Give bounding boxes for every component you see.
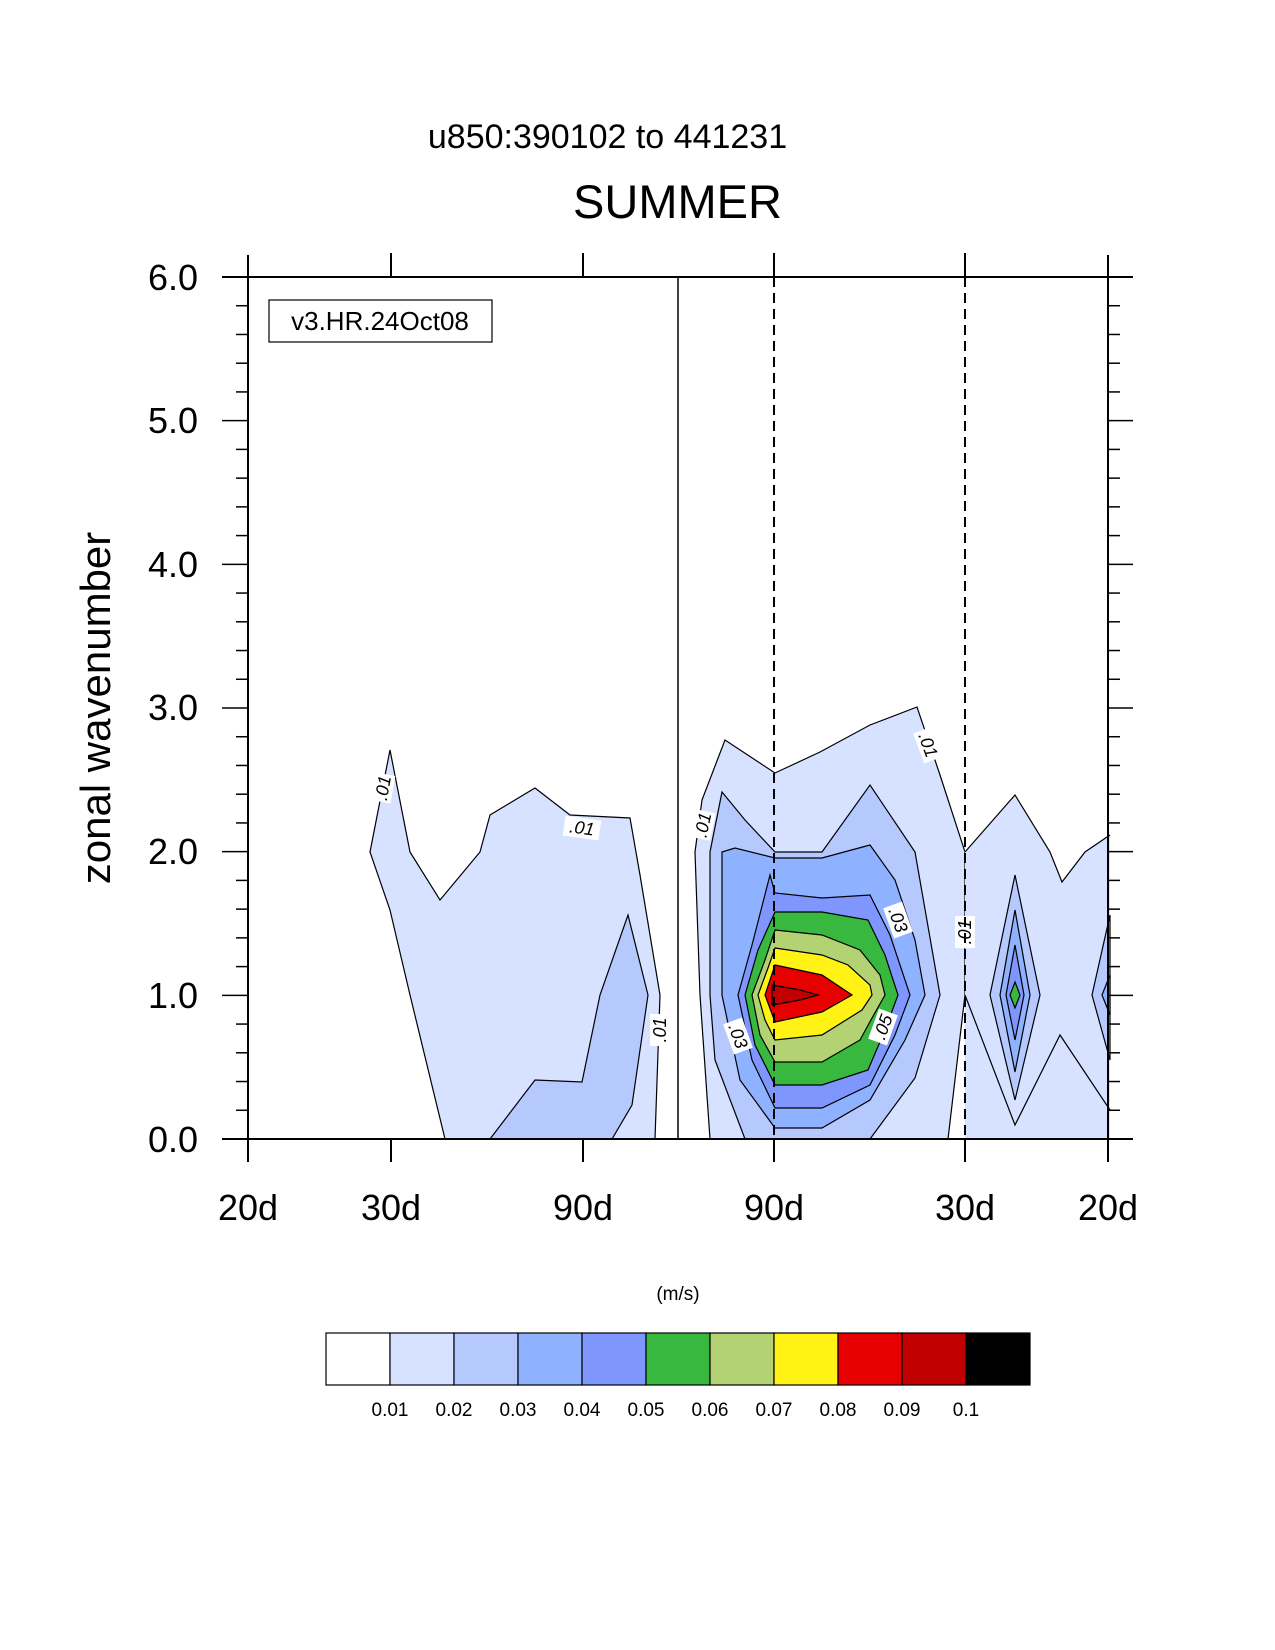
colorbar-swatch [389,1332,455,1386]
y-tick-label: 6.0 [148,257,198,298]
contour-line-right-low [964,994,1111,1127]
colorbar-swatch [837,1332,903,1386]
filled-contours [369,706,1111,1140]
colorbar-label: 0.05 [628,1400,665,1421]
colorbar-label: 0.08 [820,1400,857,1421]
colorbar-label: 0.04 [564,1400,601,1421]
y-tick-label: 0.0 [148,1119,198,1160]
x-tick-label: 20d [1078,1187,1138,1228]
x-tick-label: 90d [553,1187,613,1228]
chart-subtitle: u850:390102 to 441231 [427,118,788,156]
colorbar-swatch [517,1332,583,1386]
contour-fill-level-2-left [488,912,649,1140]
contour-fill-level-9-center [771,984,821,1006]
colorbar-label: 0.09 [884,1400,921,1421]
colorbar [325,1332,1031,1386]
y-tick-label: 4.0 [148,544,198,585]
colorbar-label: 0.01 [372,1400,409,1421]
legend-box-text: v3.HR.24Oct08 [291,306,469,336]
colorbar-swatch [965,1332,1031,1386]
contour-label: .01 [562,815,602,841]
colorbar-swatch [325,1332,391,1386]
x-tick-labels: 20d 30d 90d 90d 30d 20d [218,1187,1138,1228]
colorbar-label: 0.06 [692,1400,729,1421]
contour-fill-level-1-right [965,795,1110,1139]
colorbar-swatch [709,1332,775,1386]
contour-fill-level-5-right [1009,980,1021,1010]
x-tick-label: 30d [361,1187,421,1228]
x-tick-label: 90d [744,1187,804,1228]
contour-label: .01 [955,916,975,948]
contour-label-text: .01 [955,919,975,944]
colorbar-swatch [581,1332,647,1386]
y-tick-label: 5.0 [148,400,198,441]
colorbar-swatch [901,1332,967,1386]
colorbar-swatch [645,1332,711,1386]
y-axis-label: zonal wavenumber [72,532,119,885]
colorbar-label: 0.07 [756,1400,793,1421]
y-tick-label: 2.0 [148,831,198,872]
contour-label-text: .01 [650,1017,670,1042]
colorbar-swatch [773,1332,839,1386]
contour-fill-level-1-left [369,749,661,1140]
contour-label: .01 [370,772,396,804]
y-tick-marks [222,276,1133,1140]
contour-label-text: .01 [568,816,596,839]
colorbar-labels: 0.01 0.02 0.03 0.04 0.05 0.06 0.07 0.08 0.09 0.1 [372,1400,980,1421]
colorbar-label: 0.03 [500,1400,537,1421]
contour-label-text: .01 [371,774,395,802]
chart-title: SUMMER [573,175,782,228]
y-tick-label: 1.0 [148,975,198,1016]
colorbar-swatch [453,1332,519,1386]
x-tick-marks [390,253,966,1162]
y-tick-label: 3.0 [148,687,198,728]
colorbar-label: 0.02 [436,1400,473,1421]
legend-box-frame [268,299,493,343]
x-tick-label: 30d [935,1187,995,1228]
colorbar-label: 0.1 [953,1400,979,1421]
y-tick-labels: 0.0 1.0 2.0 3.0 4.0 5.0 6.0 [148,257,198,1160]
units-label: (m/s) [656,1284,699,1305]
contour-label: .01 [650,1014,670,1046]
contour-line-right-top [964,793,1111,884]
x-tick-label: 20d [218,1187,278,1228]
